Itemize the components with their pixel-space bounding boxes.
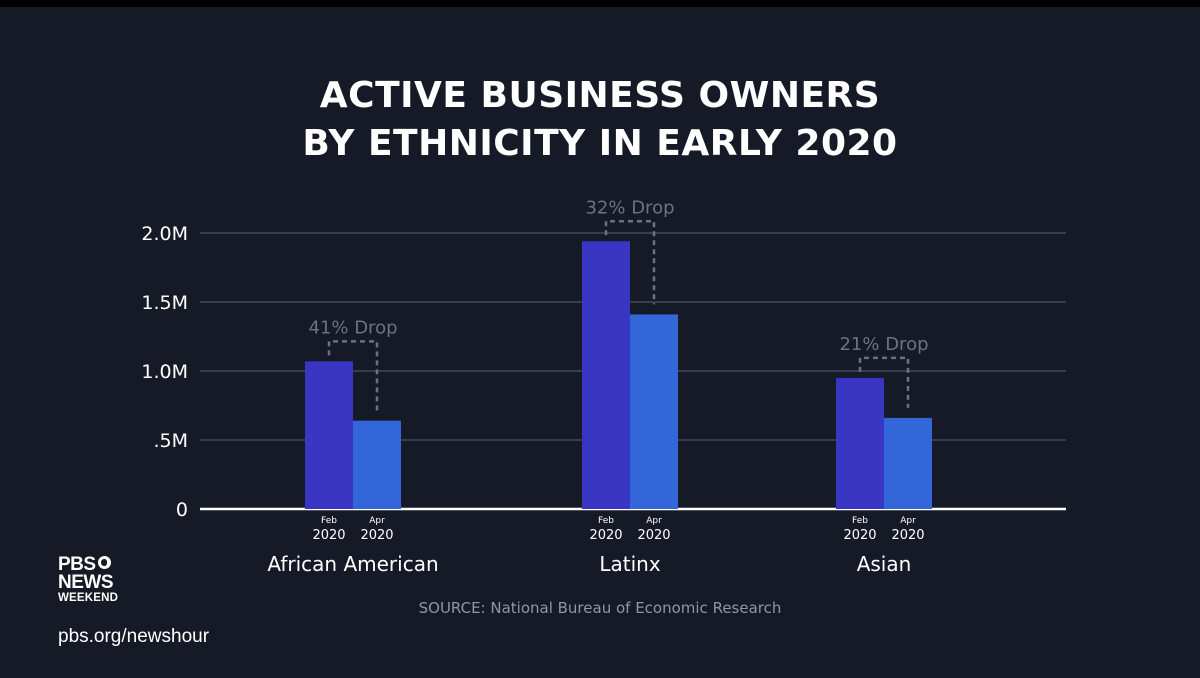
x-tick-year: 2020 (637, 528, 670, 543)
x-tick-month: Feb (321, 516, 337, 526)
website-url: pbs.org/newshour (58, 626, 210, 647)
drop-label: 21% Drop (839, 334, 928, 355)
category-label: Latinx (599, 552, 660, 576)
x-tick-month: Feb (852, 516, 868, 526)
y-tick-label: 1.0M (141, 361, 188, 383)
x-tick-year: 2020 (312, 528, 345, 543)
x-tick-month: Feb (598, 516, 614, 526)
top-letterbox-bar (0, 0, 1200, 7)
x-tick-month: Apr (646, 516, 662, 526)
chart-title: ACTIVE BUSINESS OWNERS BY ETHNICITY IN E… (0, 72, 1200, 168)
x-tick-year: 2020 (843, 528, 876, 543)
x-tick-year: 2020 (360, 528, 393, 543)
bar (305, 361, 353, 509)
bar (884, 417, 932, 509)
category-label: Asian (857, 552, 912, 576)
y-tick-label: 0 (176, 499, 188, 521)
drop-bracket (858, 356, 910, 408)
bar (630, 314, 678, 509)
y-tick-label: .5M (153, 430, 188, 452)
x-tick-year: 2020 (589, 528, 622, 543)
x-tick-year: 2020 (891, 528, 924, 543)
x-tick-month: Apr (900, 516, 916, 526)
bar (353, 420, 401, 509)
drop-label: 32% Drop (585, 197, 674, 218)
drop-label: 41% Drop (308, 317, 397, 338)
x-tick-month: Apr (369, 516, 385, 526)
bar (836, 377, 884, 509)
title-line-1: ACTIVE BUSINESS OWNERS (319, 75, 881, 116)
y-tick-label: 1.5M (141, 292, 188, 314)
category-label: African American (267, 552, 438, 576)
title-line-2: BY ETHNICITY IN EARLY 2020 (302, 123, 898, 164)
pbs-newshour-weekend-logo: PBS NEWS WEEKEND (58, 554, 119, 605)
logo-line-2: NEWS (58, 572, 114, 593)
pbs-head-icon (97, 556, 111, 569)
y-tick-label: 2.0M (141, 223, 188, 245)
source-note: SOURCE: National Bureau of Economic Rese… (418, 599, 782, 617)
bar (582, 241, 630, 509)
drop-bracket (604, 220, 656, 305)
drop-bracket (327, 340, 379, 411)
logo-line-3: WEEKEND (58, 592, 119, 604)
logo-line-1: PBS (58, 554, 96, 575)
